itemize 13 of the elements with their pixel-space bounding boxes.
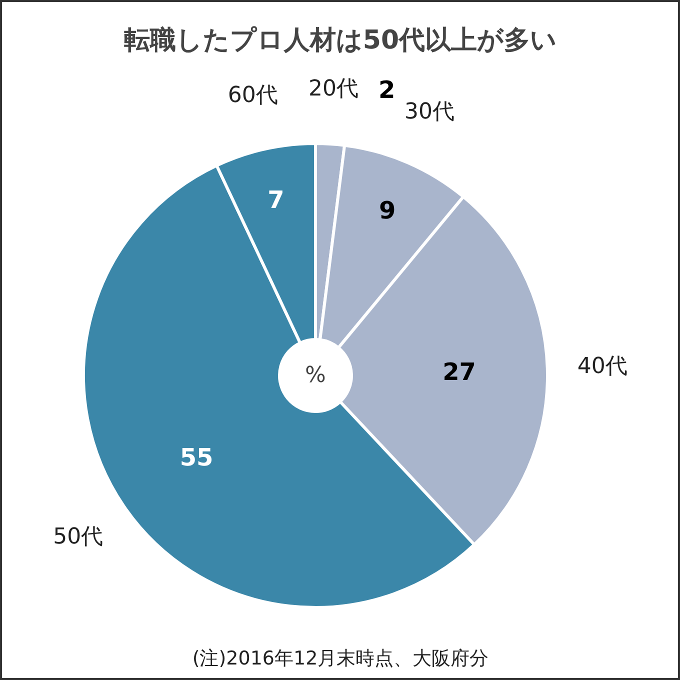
slice-label: 60代 — [228, 82, 278, 108]
slice-label: 30代 — [404, 100, 454, 125]
slice-label: 20代 — [308, 76, 359, 102]
data-label: 55 — [180, 443, 214, 472]
text: (注)2016年12月末時点、大阪府分 — [192, 648, 489, 670]
chart-title: 転職したプロ人材は50代以上が多い — [124, 26, 558, 56]
slice-label: 40代 — [577, 354, 628, 379]
data-label: 27 — [442, 358, 476, 386]
text: % — [305, 363, 326, 388]
slice-label: 50代 — [53, 524, 104, 550]
data-label: 7 — [268, 186, 284, 214]
data-label: 2 — [378, 76, 396, 104]
data-label: 9 — [379, 196, 396, 224]
